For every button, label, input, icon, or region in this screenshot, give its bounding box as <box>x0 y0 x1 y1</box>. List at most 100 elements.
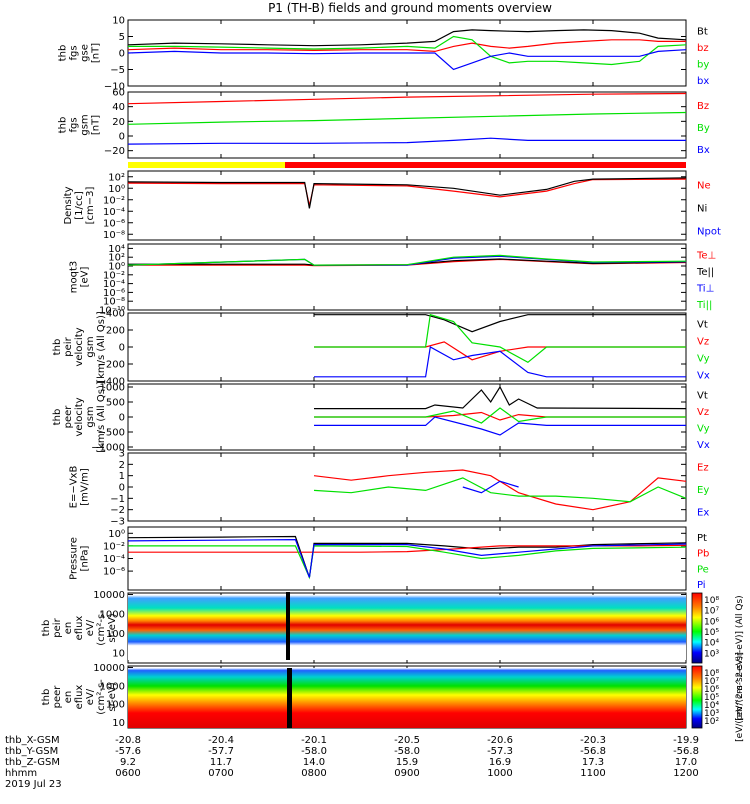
y-axis-label: gsm <box>85 336 96 357</box>
status-bar-slow-survey <box>128 162 285 168</box>
legend-entry: Ti|| <box>696 300 712 311</box>
footer-value: 0600 <box>115 768 140 779</box>
y-tick-label: 10⁻⁴ <box>103 279 125 290</box>
footer-row-label: thb_Y-GSM <box>5 746 58 757</box>
series-pressure-line <box>127 538 687 578</box>
y-axis-label: thb <box>58 45 69 62</box>
y-tick-label: 10 <box>112 16 125 27</box>
y-axis-label: thb <box>52 409 63 426</box>
series-peer_velocity-line <box>314 411 686 421</box>
colorbar-tick-label: 10⁴ <box>704 701 719 711</box>
series-fgs_gsm-line <box>127 92 687 105</box>
y-tick-label: 10⁻⁸ <box>103 297 125 308</box>
footer-value: 9.2 <box>120 757 136 768</box>
colorbar-tick-label: 10⁷ <box>704 677 719 687</box>
panel-frame <box>127 526 687 591</box>
y-tick-label: 40 <box>112 102 125 113</box>
y-axis-label: gse <box>80 44 91 62</box>
y-axis-label: [km/s (All Qs)] <box>96 381 107 453</box>
legend-entry: Ne <box>697 181 711 192</box>
y-axis-label: gsm <box>80 114 91 135</box>
y-tick-label: 10⁰ <box>108 262 125 273</box>
y-axis-label: eflux <box>74 685 85 710</box>
y-tick-label: 10⁰ <box>108 184 125 195</box>
series-efield-line <box>313 469 687 511</box>
series-peir_velocity-line <box>314 341 686 361</box>
y-axis-label: (cm²-s- <box>96 679 107 715</box>
y-tick-label: 10⁰ <box>108 529 125 540</box>
footer-row-label: thb_Z-GSM <box>5 757 60 768</box>
colorbar-tick-label: 10⁵ <box>704 628 719 638</box>
colorbars <box>691 592 703 729</box>
series-fgs_gse-line <box>128 35 687 66</box>
y-tick-label: 0 <box>119 413 125 424</box>
y-tick-label: 500 <box>106 398 125 409</box>
footer-value: -20.4 <box>208 735 234 746</box>
status-bar-fast-survey <box>285 162 686 168</box>
colorbar-tick-label: 10³ <box>704 709 719 719</box>
electron-spectrogram-image <box>128 668 686 728</box>
footer-value: 11.7 <box>210 757 232 768</box>
y-tick-label: 10⁻² <box>103 270 125 281</box>
series-fgs_gse-line <box>127 49 687 71</box>
panel-fgs_gse: 10 5 0 −5 −10 thb fgs gse [nT] Bt bz by bx <box>58 16 710 93</box>
colorbar-tick-label: 10⁶ <box>704 685 719 695</box>
series-density-line <box>127 177 687 209</box>
y-axis-label: sr-eV) <box>107 613 118 642</box>
y-tick-label: 0 <box>119 343 125 354</box>
y-tick-label: −10 <box>104 82 125 93</box>
y-tick-label: 10² <box>108 172 125 183</box>
footer-value: 17.3 <box>582 757 604 768</box>
colorbar-tick-label: 10⁶ <box>704 617 719 627</box>
series-peir_velocity-line <box>314 314 686 333</box>
y-tick-label: 2 <box>119 460 125 471</box>
y-tick-label: 5 <box>119 32 125 43</box>
series-density-line <box>127 178 687 206</box>
footer-value: 0800 <box>301 768 326 779</box>
y-tick-label: −20 <box>104 146 125 157</box>
y-tick-label: 1 <box>119 471 125 482</box>
series-fgs_gse-line <box>127 39 686 53</box>
legend-entry: Pb <box>697 549 709 560</box>
ion-spectrum-late <box>290 595 686 660</box>
legend-entry: Ex <box>697 508 709 519</box>
footer-value: -58.0 <box>301 746 327 757</box>
y-tick-label: 1000 <box>100 383 125 394</box>
legend-entry: Ey <box>697 485 709 496</box>
ion-spectrogram-image <box>128 592 686 660</box>
footer-value: -57.7 <box>208 746 234 757</box>
y-axis-label: eV/ <box>85 619 96 636</box>
y-tick-label: 20 <box>112 117 125 128</box>
y-axis-label: Pressure <box>69 537 80 580</box>
mode-status-bar <box>128 162 686 168</box>
electron-spectrum-gap <box>287 668 292 728</box>
series-peir_velocity-line <box>314 313 686 364</box>
y-axis-label: peer <box>52 685 63 709</box>
legend-entry: Bt <box>697 26 708 37</box>
y-axis-label: eflux <box>74 616 85 641</box>
legend-entry: Ni <box>697 204 707 215</box>
legend-entry: Bz <box>697 101 709 112</box>
y-axis-label: thb <box>58 117 69 134</box>
y-tick-label: −5 <box>110 65 125 76</box>
legend-entry: bx <box>697 76 709 87</box>
footer-value: -20.5 <box>394 735 420 746</box>
y-axis-label: velocity <box>74 397 85 436</box>
footer-value: 0900 <box>394 768 419 779</box>
legend-entry: Vz <box>697 407 709 418</box>
footer-value: 1100 <box>580 768 605 779</box>
y-tick-label: −3 <box>110 517 125 528</box>
y-tick-label: 10⁻⁴ <box>103 207 125 218</box>
footer-value: 15.9 <box>396 757 418 768</box>
legend-entry: bz <box>697 43 709 54</box>
y-axis-label: fgs <box>69 117 80 132</box>
y-axis-label: en <box>63 691 74 704</box>
footer-value: 16.9 <box>489 757 511 768</box>
y-tick-label: 10⁻² <box>103 541 125 552</box>
legend-entry: Vz <box>697 337 709 348</box>
y-axis-label: peer <box>63 405 74 429</box>
series-fgs_gsm-line <box>127 111 687 125</box>
colorbar-label: [eV/(cm^2-s-sr-eV)] (All Qs) <box>735 595 745 720</box>
